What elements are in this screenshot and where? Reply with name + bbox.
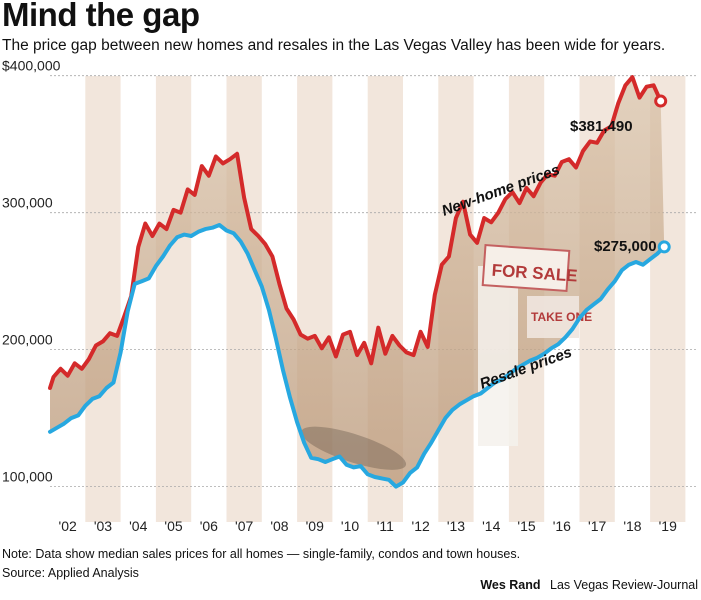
end-markers xyxy=(654,94,671,254)
x-tick-label: '16 xyxy=(553,518,571,534)
resale-end-value: $275,000 xyxy=(594,238,657,255)
x-tick-label: '05 xyxy=(164,518,182,534)
new-home-price-line xyxy=(48,75,663,390)
credit-line: Wes Rand Las Vegas Review-Journal xyxy=(480,578,698,592)
x-axis-labels: '02 '03 '04 '05 '06 '07 '08 '09 '10 '11 '12 '13 '14 '… xyxy=(59,518,678,534)
gap-fill xyxy=(50,77,665,487)
gap-shadow xyxy=(301,426,407,470)
y-axis-labels: 100,000 200,000 300,000 $400,000 xyxy=(2,58,61,485)
x-tick-label: '08 xyxy=(270,518,288,534)
x-tick-label: '12 xyxy=(412,518,430,534)
x-tick-label: '02 xyxy=(59,518,77,534)
resale-end-marker xyxy=(657,240,671,254)
x-tick-label: '03 xyxy=(94,518,112,534)
chart-source: Source: Applied Analysis xyxy=(2,566,139,580)
x-tick-label: '10 xyxy=(341,518,359,534)
x-tick-label: '14 xyxy=(482,518,500,534)
chart-note: Note: Data show median sales prices for … xyxy=(2,547,521,561)
x-tick-label: '09 xyxy=(306,518,324,534)
x-tick-label: '04 xyxy=(129,518,147,534)
publication-name: Las Vegas Review-Journal xyxy=(550,578,698,592)
x-tick-label: '18 xyxy=(623,518,641,534)
year-band-03 xyxy=(85,76,121,522)
x-tick-label: '13 xyxy=(447,518,465,534)
y-tick-label: 200,000 xyxy=(2,332,53,348)
series-lines xyxy=(48,75,667,489)
new-home-end-value: $381,490 xyxy=(570,118,633,135)
x-tick-label: '06 xyxy=(200,518,218,534)
resale-price-line xyxy=(48,223,667,489)
x-tick-label: '17 xyxy=(588,518,606,534)
x-tick-label: '11 xyxy=(377,518,394,534)
y-tick-label: 300,000 xyxy=(2,195,53,211)
x-tick-label: '19 xyxy=(659,518,677,534)
author-name: Wes Rand xyxy=(480,578,541,592)
chart-subtitle: The price gap between new homes and resa… xyxy=(2,37,666,54)
y-tick-label: $400,000 xyxy=(2,58,61,74)
new-home-end-marker xyxy=(654,94,668,108)
chart-title: Mind the gap xyxy=(2,0,200,33)
gap-area xyxy=(50,77,665,487)
y-tick-label: 100,000 xyxy=(2,469,53,485)
year-band-05 xyxy=(155,76,192,522)
x-tick-label: '07 xyxy=(235,518,253,534)
year-band-07 xyxy=(226,76,262,522)
x-tick-label: '15 xyxy=(517,518,535,534)
